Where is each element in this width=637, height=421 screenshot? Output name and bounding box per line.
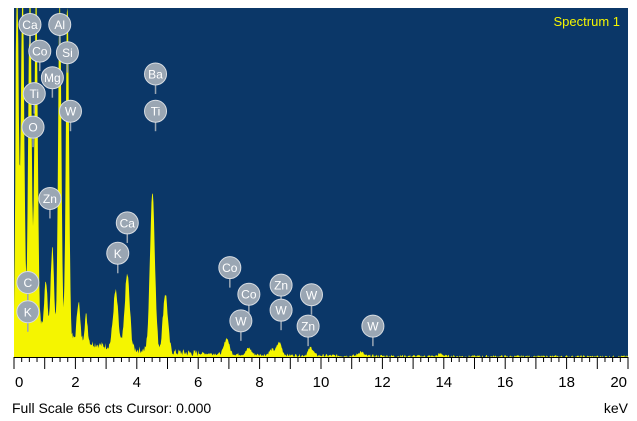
element-label: Al bbox=[48, 12, 72, 45]
element-label-circle bbox=[144, 99, 168, 123]
x-tick-label: 10 bbox=[313, 374, 330, 391]
element-label: O bbox=[21, 115, 45, 148]
x-tick-label: 4 bbox=[133, 374, 141, 391]
element-label-circle bbox=[22, 82, 46, 106]
element-label: Ca bbox=[115, 211, 139, 243]
element-label-text: Si bbox=[62, 46, 73, 60]
element-label: W bbox=[58, 99, 82, 132]
element-label: Co bbox=[28, 39, 52, 72]
element-label-text: Zn bbox=[274, 279, 288, 293]
x-tick-label: 8 bbox=[255, 374, 263, 391]
element-label-text: W bbox=[65, 105, 77, 119]
element-label: K bbox=[106, 241, 130, 274]
element-label-circle bbox=[55, 41, 79, 65]
element-label-text: Co bbox=[222, 261, 238, 275]
element-label-circle bbox=[40, 66, 64, 90]
element-label: K bbox=[16, 300, 40, 332]
element-label-circle bbox=[269, 273, 293, 297]
element-label: Si bbox=[55, 41, 79, 73]
element-label-circle bbox=[144, 62, 168, 86]
element-label-text: Mg bbox=[44, 71, 61, 85]
x-tick-label: 16 bbox=[497, 374, 514, 391]
element-label-circle bbox=[21, 115, 45, 139]
element-label-text: Co bbox=[241, 288, 257, 302]
element-label-circle bbox=[229, 309, 253, 333]
element-label-circle bbox=[28, 39, 52, 63]
x-tick-label: 0 bbox=[15, 374, 23, 391]
element-label-text: Ca bbox=[120, 216, 136, 230]
element-label: Ba bbox=[144, 62, 168, 94]
element-label-text: K bbox=[114, 247, 122, 261]
element-label: Ca bbox=[18, 12, 42, 45]
element-label-text: O bbox=[28, 121, 37, 135]
x-tick-label: 12 bbox=[374, 374, 391, 391]
x-axis: 0 2 4 6 8 10 12 14 16 18 20 bbox=[13, 357, 629, 391]
element-label-circle bbox=[38, 186, 62, 210]
element-label-text: Al bbox=[54, 18, 65, 32]
element-label: W bbox=[361, 314, 385, 347]
element-label: Zn bbox=[269, 273, 293, 306]
element-label-circle bbox=[58, 99, 82, 123]
x-tick-label: 14 bbox=[435, 374, 452, 391]
element-label-text: Ti bbox=[29, 87, 39, 101]
element-label-circle bbox=[296, 314, 320, 338]
element-label: W bbox=[299, 283, 323, 315]
element-label-text: W bbox=[275, 304, 287, 318]
element-label-text: W bbox=[306, 288, 318, 302]
full-scale-readout: Full Scale 656 cts Cursor: 0.000 bbox=[12, 400, 212, 416]
element-label: Zn bbox=[38, 186, 62, 219]
element-label: W bbox=[269, 298, 293, 331]
x-tick-label: 2 bbox=[71, 374, 79, 391]
element-label-text: Zn bbox=[301, 320, 315, 334]
element-label-circle bbox=[16, 300, 40, 324]
element-label-text: K bbox=[24, 305, 32, 319]
element-label: W bbox=[229, 309, 253, 341]
element-label: C bbox=[16, 271, 40, 303]
element-label-circle bbox=[16, 271, 40, 295]
x-tick-label: 18 bbox=[558, 374, 575, 391]
x-tick-label: 6 bbox=[194, 374, 202, 391]
element-label-text: Ba bbox=[148, 67, 163, 81]
element-label-circle bbox=[237, 282, 261, 306]
element-label-circle bbox=[269, 298, 293, 322]
element-label-text: C bbox=[23, 276, 32, 290]
x-tick-label: 20 bbox=[610, 374, 627, 391]
x-axis-unit: keV bbox=[603, 400, 628, 416]
element-label-text: Ti bbox=[151, 105, 161, 119]
element-label: Mg bbox=[40, 66, 64, 98]
element-label-circle bbox=[361, 314, 385, 338]
series-label: Spectrum 1 bbox=[554, 14, 620, 29]
element-label-circle bbox=[106, 241, 130, 265]
element-label: Co bbox=[218, 256, 242, 288]
element-label-circle bbox=[218, 256, 242, 280]
element-label-text: W bbox=[235, 314, 247, 328]
element-label: Zn bbox=[296, 314, 320, 347]
element-label-circle bbox=[299, 283, 323, 307]
element-label-circle bbox=[48, 12, 72, 36]
element-label: Ti bbox=[144, 99, 168, 132]
element-label-text: W bbox=[367, 320, 379, 334]
element-label: Ti bbox=[22, 82, 46, 114]
plot-background bbox=[14, 8, 628, 357]
element-label-text: Zn bbox=[43, 192, 57, 206]
element-label-text: Ca bbox=[22, 18, 38, 32]
element-label-circle bbox=[18, 12, 42, 36]
element-label-text: Co bbox=[32, 45, 48, 59]
element-label-circle bbox=[115, 211, 139, 235]
element-label: Co bbox=[237, 282, 261, 315]
